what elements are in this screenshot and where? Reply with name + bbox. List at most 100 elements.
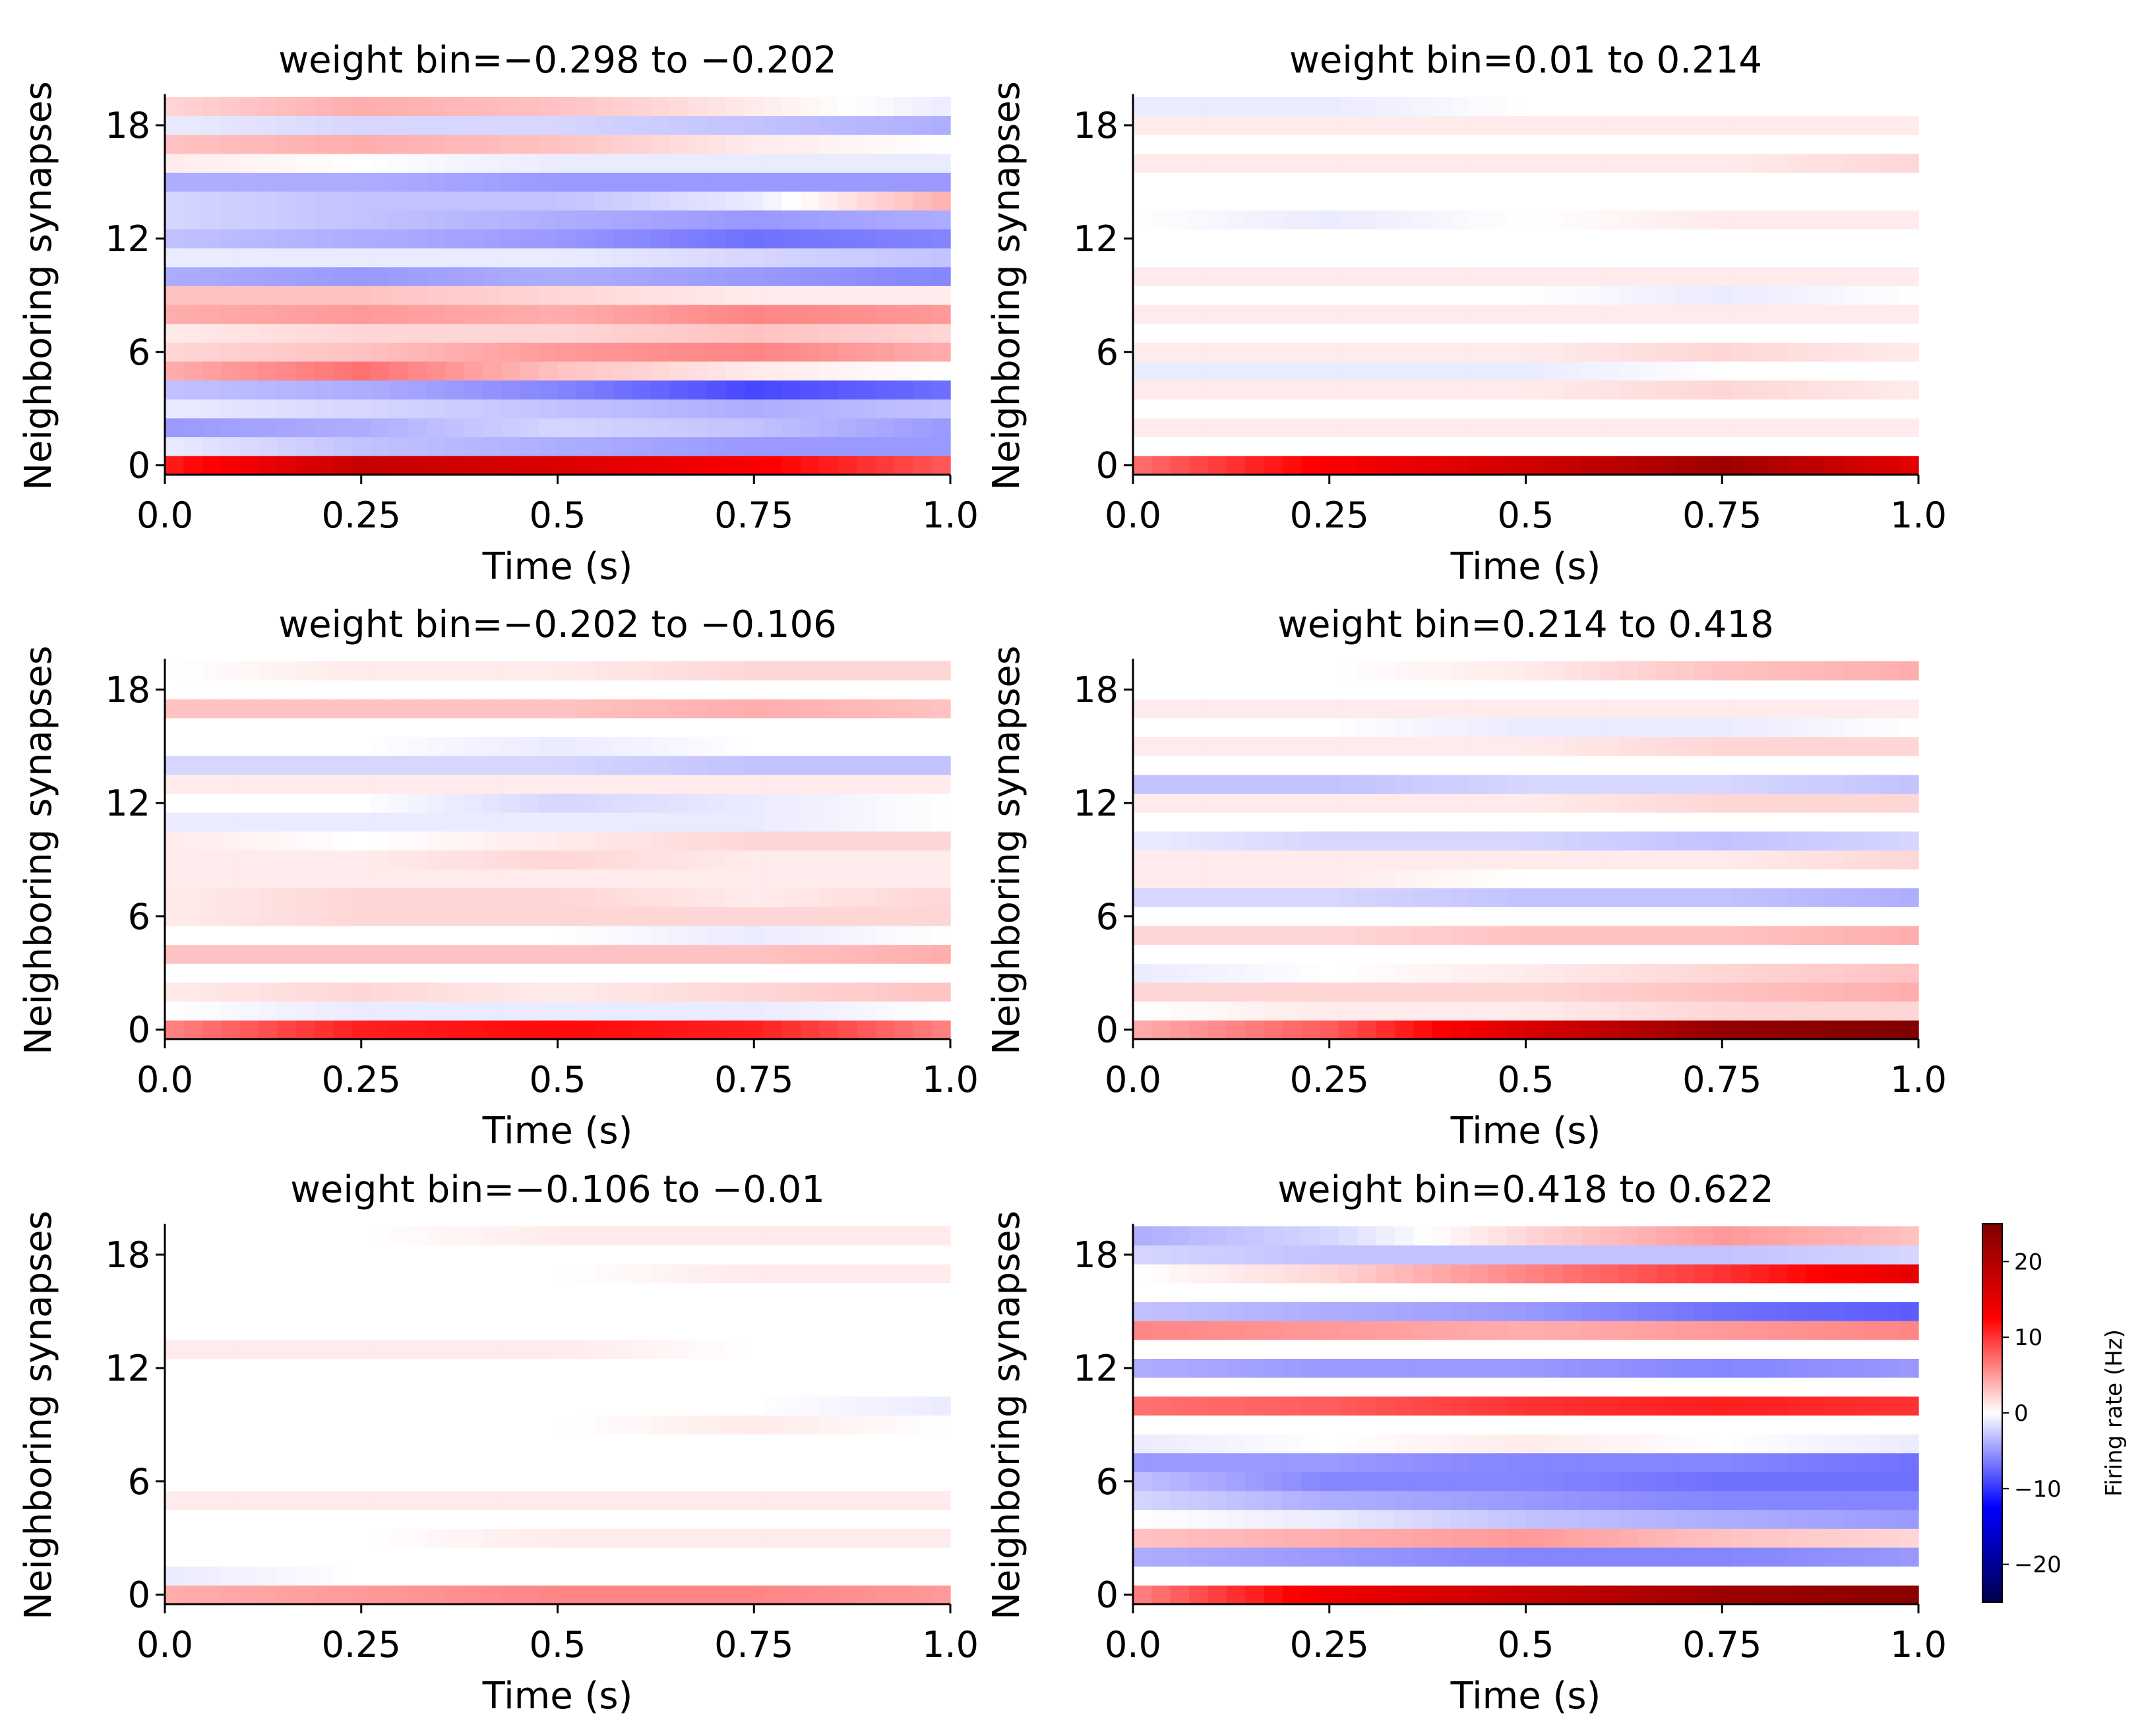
heatmap-cell (1507, 135, 1527, 154)
heatmap-cell (1226, 266, 1246, 286)
heatmap-cell (931, 812, 951, 832)
heatmap-cell (931, 135, 951, 154)
heatmap-cell (1413, 153, 1433, 173)
heatmap-cell (1507, 850, 1527, 870)
heatmap-cell (1637, 680, 1657, 700)
heatmap-cell (1170, 1020, 1190, 1040)
heatmap-cell (1563, 172, 1583, 192)
heatmap-cell (1637, 793, 1657, 813)
heatmap-cell (165, 1282, 185, 1302)
heatmap-cell (1226, 1472, 1246, 1491)
heatmap-cell (1600, 944, 1620, 964)
heatmap-cell (632, 944, 652, 964)
heatmap-cell (333, 774, 353, 794)
heatmap-cell (314, 248, 334, 268)
heatmap-cell (389, 850, 409, 870)
heatmap-cell (464, 1245, 483, 1265)
heatmap-cell (295, 869, 315, 889)
heatmap-cell (1208, 323, 1227, 343)
heatmap-cell (725, 191, 745, 211)
heatmap-cell (352, 153, 371, 173)
heatmap-cell (1600, 342, 1620, 362)
heatmap-cell (464, 699, 483, 719)
heatmap-cell (1862, 907, 1882, 926)
heatmap-cell (221, 97, 241, 117)
heatmap-cell (1600, 1528, 1620, 1548)
heatmap-cell (445, 1282, 465, 1302)
heatmap-cell (576, 1434, 596, 1454)
heatmap-cell (1170, 380, 1190, 400)
heatmap-cell (651, 1001, 671, 1021)
heatmap-cell (1189, 907, 1209, 926)
heatmap-cell (277, 982, 297, 1002)
heatmap-cell (1320, 717, 1339, 737)
heatmap-cell (1899, 1415, 1919, 1435)
heatmap-cell (1245, 135, 1265, 154)
heatmap-cell (1507, 115, 1527, 135)
heatmap-cell (894, 1020, 913, 1040)
heatmap-cell (1843, 926, 1863, 945)
heatmap-cell (333, 1282, 353, 1302)
heatmap-cell (725, 323, 745, 343)
heatmap-cell (1769, 399, 1789, 419)
heatmap-cell (801, 963, 820, 983)
heatmap-cell (1731, 1020, 1751, 1040)
heatmap-cell (1151, 756, 1171, 775)
heatmap-cell (352, 285, 371, 305)
heatmap-cell (894, 323, 913, 343)
heatmap-cell (1787, 115, 1807, 135)
heatmap-cell (1694, 436, 1713, 456)
heatmap-row-3 (1133, 399, 1919, 419)
heatmap-cell (1208, 1472, 1227, 1491)
heatmap-cell (894, 153, 913, 173)
heatmap-cell (1338, 1528, 1358, 1548)
heatmap-cell (875, 963, 895, 983)
heatmap-cell (669, 887, 689, 907)
heatmap-cell (1544, 680, 1564, 700)
heatmap-cell (1170, 1528, 1190, 1548)
heatmap-cell (1170, 1547, 1190, 1567)
heatmap-row-7 (165, 323, 951, 343)
heatmap-cell (1432, 172, 1452, 192)
heatmap-cell (445, 850, 465, 870)
heatmap-cell (1750, 963, 1769, 983)
heatmap-cell (1338, 907, 1358, 926)
heatmap-cell (1469, 944, 1489, 964)
heatmap-cell (520, 456, 539, 475)
heatmap-cell (1413, 1020, 1433, 1040)
heatmap-cell (1488, 1472, 1508, 1491)
heatmap-cell (239, 812, 259, 832)
heatmap-cell (1338, 191, 1358, 211)
heatmap-cell (239, 361, 259, 381)
heatmap-cell (239, 831, 259, 851)
heatmap-cell (801, 172, 820, 192)
heatmap-cell (1264, 97, 1283, 117)
heatmap-cell (1488, 323, 1508, 343)
heatmap-cell (1264, 342, 1283, 362)
heatmap-cell (1413, 736, 1433, 756)
heatmap-cell (258, 1566, 278, 1586)
heatmap-cell (557, 97, 577, 117)
heatmap-cell (1507, 436, 1527, 456)
heatmap-cell (1133, 380, 1153, 400)
heatmap-row-6 (1133, 1472, 1919, 1491)
heatmap-cell (1395, 736, 1415, 756)
heatmap-cell (520, 887, 539, 907)
heatmap-cell (725, 887, 745, 907)
heatmap-cell (745, 1377, 764, 1397)
heatmap-cell (1881, 944, 1901, 964)
heatmap-cell (314, 399, 334, 419)
heatmap-cell (1544, 135, 1564, 154)
heatmap-cell (913, 1245, 933, 1265)
heatmap-cell (1899, 380, 1919, 400)
heatmap-cell (1544, 982, 1564, 1002)
heatmap-cell (202, 1321, 222, 1340)
heatmap-cell (1451, 380, 1471, 400)
heatmap-cell (595, 97, 615, 117)
heatmap-cell (1619, 756, 1639, 775)
heatmap-cell (1619, 399, 1639, 419)
heatmap-cell (1581, 436, 1601, 456)
heatmap-cell (576, 982, 596, 1002)
heatmap-cell (1264, 266, 1283, 286)
heatmap-cell (1581, 1452, 1601, 1472)
